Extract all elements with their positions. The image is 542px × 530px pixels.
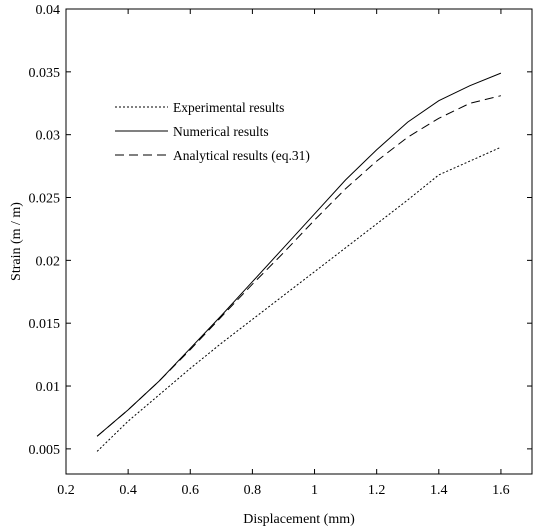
legend-label-1: Experimental results xyxy=(173,100,284,115)
x-tick-label: 0.4 xyxy=(119,483,137,498)
plot-frame xyxy=(65,8,533,475)
x-tick-label: 1 xyxy=(311,483,318,498)
y-tick-label: 0.015 xyxy=(29,317,61,332)
series-line-3 xyxy=(96,95,502,437)
legend: Experimental results Numerical results Ana… xyxy=(115,100,310,163)
y-tick-label: 0.01 xyxy=(36,380,61,395)
plot-area xyxy=(65,8,533,475)
x-tick-label: 0.6 xyxy=(182,483,200,498)
series-group xyxy=(96,72,502,452)
axes: 0.2 0.4 0.6 0.8 1 1.2 1.4 1.6 0.005 0.01 0.015 0.02… xyxy=(29,3,532,498)
x-tick-label: 0.8 xyxy=(244,483,262,498)
y-tick-label: 0.02 xyxy=(36,254,61,269)
x-axis-label: Displacement (mm) xyxy=(243,512,355,527)
legend-label-2: Numerical results xyxy=(173,124,269,139)
y-axis-label: Strain (m / m) xyxy=(9,202,24,281)
y-tick-label: 0.03 xyxy=(36,129,61,144)
series-line-2 xyxy=(96,72,502,437)
y-tick-label: 0.04 xyxy=(36,3,61,18)
legend-label-3: Analytical results (eq.31) xyxy=(173,148,310,163)
y-tick-label: 0.025 xyxy=(29,192,61,207)
series-line-1 xyxy=(96,146,502,452)
x-tick-label: 0.2 xyxy=(57,483,75,498)
x-tick-label: 1.2 xyxy=(368,483,386,498)
y-tick-label: 0.035 xyxy=(29,66,61,81)
x-tick-label: 1.6 xyxy=(492,483,510,498)
y-tick-label: 0.005 xyxy=(29,443,61,458)
x-tick-label: 1.4 xyxy=(430,483,448,498)
